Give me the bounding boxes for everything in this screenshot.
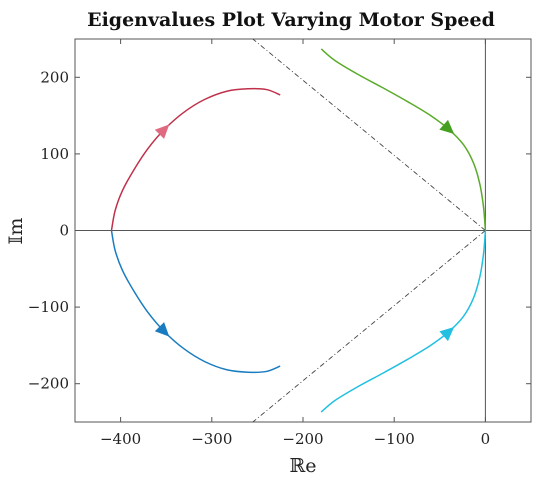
y-tick-label: −200 <box>28 375 69 393</box>
x-tick-label: −100 <box>374 430 415 448</box>
y-tick-label: 0 <box>59 222 69 240</box>
y-tick-label: 200 <box>40 68 69 86</box>
damping-line-2 <box>252 230 486 423</box>
y-axis-label: 𝕀m <box>5 218 27 245</box>
tick-layer: −400 −300 −200 −100 0 −200 −100 0 100 200 <box>28 39 531 448</box>
series-arrow-1 <box>154 124 170 139</box>
series-arrow-4 <box>439 326 455 342</box>
chart-title: Eigenvalues Plot Varying Motor Speed <box>87 9 495 31</box>
x-tick-label: 0 <box>481 430 491 448</box>
x-axis-label: ℝe <box>289 455 316 477</box>
series-layer <box>110 48 487 413</box>
series-arrow-3 <box>439 119 455 135</box>
series-line-2 <box>110 230 281 374</box>
guide-layer <box>75 38 531 423</box>
series-line-4 <box>320 230 487 413</box>
x-tick-label: −300 <box>191 430 232 448</box>
damping-line-1 <box>252 38 486 231</box>
series-line-1 <box>110 87 281 231</box>
y-tick-label: −100 <box>28 298 69 316</box>
series-line-3 <box>320 48 487 231</box>
y-tick-label: 100 <box>40 145 69 163</box>
x-tick-label: −400 <box>100 430 141 448</box>
x-tick-label: −200 <box>282 430 323 448</box>
series-arrow-2 <box>154 322 170 337</box>
